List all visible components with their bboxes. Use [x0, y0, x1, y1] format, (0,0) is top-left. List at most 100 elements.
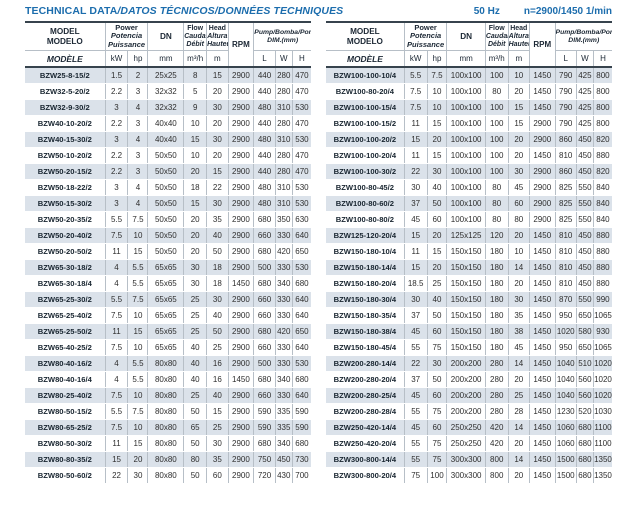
- table-row: BZW150-180-30/4 30 40 150x150 180 30 1450 870 55…: [326, 291, 612, 308]
- value-cell: 75: [426, 339, 447, 356]
- value-cell: 420: [274, 243, 293, 260]
- table-body-right: BZW100-100-10/4 5.5 7.5 100x100 100 10 1450 790…: [326, 67, 612, 484]
- value-cell: 530: [291, 355, 311, 372]
- value-cell: 2900: [227, 307, 254, 324]
- value-cell: 100x100: [446, 163, 486, 180]
- value-cell: 25: [183, 291, 207, 308]
- table-row: BZW200-280-14/4 22 30 200x200 280 14 1450 1040 5…: [326, 355, 612, 372]
- value-cell: 450: [575, 147, 594, 164]
- col-header-power: Power Potencia Puissance: [104, 22, 148, 51]
- value-cell: 335: [274, 419, 293, 436]
- table-row: BZW50-18-22/2 3 4 50x50 18 22 2900 480 310 530: [25, 179, 311, 196]
- value-cell: 450: [575, 243, 594, 260]
- table-header: MODEL MODELO Power Potencia Puissance DN…: [326, 22, 612, 68]
- table-row: BZW50-20-50/2 11 15 50x50 20 50 2900 680 420 650: [25, 243, 311, 260]
- model-cell: BZW100-100-10/4: [326, 67, 405, 84]
- value-cell: 20: [426, 131, 447, 148]
- value-cell: 1450: [528, 83, 556, 100]
- value-cell: 800: [592, 67, 612, 84]
- value-cell: 310: [274, 195, 293, 212]
- speed-note: n=2900/1450 1/min: [523, 6, 612, 17]
- value-cell: 280: [274, 83, 293, 100]
- value-cell: 20: [507, 467, 530, 484]
- value-cell: 100x100: [446, 147, 486, 164]
- value-cell: 2900: [528, 179, 556, 196]
- unit-mm: mm: [147, 50, 184, 67]
- value-cell: 3: [127, 147, 148, 164]
- value-cell: 1450: [528, 387, 556, 404]
- value-cell: 880: [592, 275, 612, 292]
- value-cell: 120: [484, 227, 509, 244]
- value-cell: 1450: [227, 371, 254, 388]
- value-cell: 680: [575, 435, 594, 452]
- value-cell: 180: [484, 243, 509, 260]
- value-cell: 75: [426, 451, 447, 468]
- value-cell: 530: [291, 179, 311, 196]
- unit-hp: hp: [426, 50, 447, 67]
- value-cell: 16: [206, 371, 229, 388]
- value-cell: 50: [426, 371, 447, 388]
- value-cell: 2900: [227, 243, 254, 260]
- value-cell: 50: [206, 243, 229, 260]
- value-cell: 37: [403, 195, 428, 212]
- value-cell: 60: [426, 211, 447, 228]
- table-row: BZW100-100-15/4 7.5 10 100x100 100 15 1450 790 4…: [326, 99, 612, 116]
- value-cell: 680: [575, 467, 594, 484]
- value-cell: 550: [575, 179, 594, 196]
- value-cell: 1040: [554, 387, 577, 404]
- value-cell: 640: [291, 227, 311, 244]
- value-cell: 825: [554, 179, 577, 196]
- value-cell: 10: [127, 419, 148, 436]
- value-cell: 5.5: [127, 371, 148, 388]
- value-cell: 100x100: [446, 195, 486, 212]
- table-row: BZW250-420-14/4 45 60 250x250 420 14 1450 1060 6…: [326, 419, 612, 436]
- table-row: BZW200-280-28/4 55 75 200x200 280 28 1450 1230 5…: [326, 403, 612, 420]
- value-cell: 75: [403, 467, 428, 484]
- value-cell: 820: [592, 131, 612, 148]
- value-cell: 5.5: [104, 291, 128, 308]
- value-cell: 15: [403, 131, 428, 148]
- value-cell: 800: [592, 99, 612, 116]
- col-header-model: MODEL MODELO: [326, 22, 405, 51]
- value-cell: 14: [507, 259, 530, 276]
- model-cell: BZW80-40-16/4: [25, 371, 106, 388]
- model-cell: BZW65-40-25/2: [25, 339, 106, 356]
- value-cell: 100: [484, 147, 509, 164]
- value-cell: 1020: [592, 371, 612, 388]
- unit-height: H: [291, 50, 311, 67]
- table-row: BZW100-100-20/2 15 20 100x100 100 20 2900 860 45…: [326, 131, 612, 148]
- value-cell: 1030: [592, 403, 612, 420]
- value-cell: 50x50: [147, 243, 184, 260]
- value-cell: 40: [206, 307, 229, 324]
- value-cell: 730: [291, 451, 311, 468]
- value-cell: 15: [104, 451, 128, 468]
- value-cell: 810: [554, 227, 577, 244]
- value-cell: 50: [183, 435, 207, 452]
- value-cell: 100: [426, 467, 447, 484]
- value-cell: 4: [127, 195, 148, 212]
- value-cell: 680: [291, 435, 311, 452]
- value-cell: 14: [507, 355, 530, 372]
- value-cell: 2900: [227, 179, 254, 196]
- value-cell: 500: [253, 355, 276, 372]
- value-cell: 18: [206, 259, 229, 276]
- value-cell: 40: [183, 355, 207, 372]
- value-cell: 65: [183, 419, 207, 436]
- table-row: BZW80-40-16/4 4 5.5 80x80 40 16 1450 680 340 680: [25, 371, 311, 388]
- value-cell: 550: [575, 291, 594, 308]
- value-cell: 30: [426, 163, 447, 180]
- value-cell: 590: [253, 419, 276, 436]
- value-cell: 45: [403, 387, 428, 404]
- value-cell: 10: [127, 307, 148, 324]
- value-cell: 37: [403, 307, 428, 324]
- value-cell: 450: [575, 259, 594, 276]
- value-cell: 1450: [528, 467, 556, 484]
- value-cell: 2900: [227, 419, 254, 436]
- value-cell: 300x300: [446, 451, 486, 468]
- value-cell: 680: [253, 243, 276, 260]
- value-cell: 7.5: [426, 67, 447, 84]
- value-cell: 11: [403, 147, 428, 164]
- value-cell: 650: [575, 307, 594, 324]
- value-cell: 150x150: [446, 259, 486, 276]
- value-cell: 5.5: [104, 211, 128, 228]
